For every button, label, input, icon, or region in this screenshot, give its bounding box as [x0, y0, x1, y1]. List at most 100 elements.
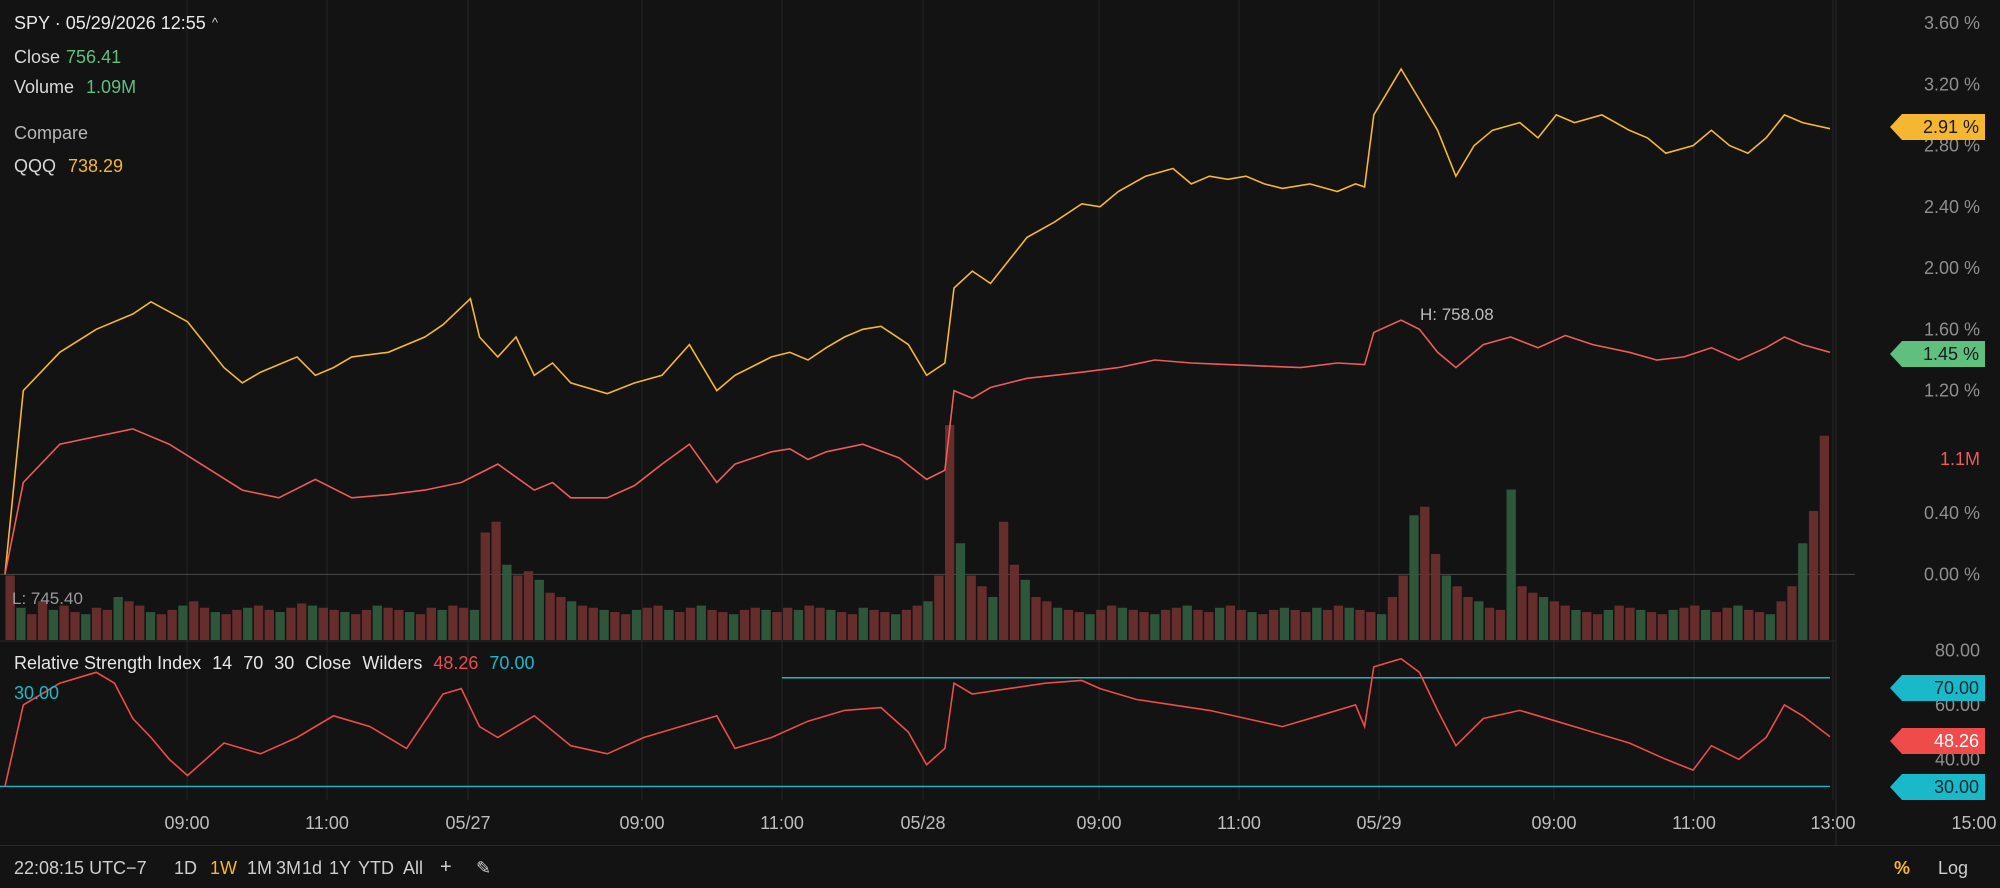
- volume-bar: [610, 612, 620, 640]
- volume-bar: [502, 564, 512, 640]
- volume-bar: [556, 597, 566, 640]
- volume-bar: [696, 605, 706, 640]
- qqq-value-tag: 2.91 %: [1890, 114, 1985, 140]
- volume-bar: [1528, 592, 1538, 640]
- volume-bar: [534, 579, 544, 640]
- volume-bar: [1765, 614, 1776, 640]
- volume-bar: [1139, 612, 1149, 640]
- y-tick-label: 2.00 %: [1924, 258, 1980, 278]
- volume-bar: [804, 605, 814, 640]
- volume-bar: [1420, 506, 1430, 640]
- chevron-up-icon[interactable]: ^: [211, 15, 218, 30]
- pencil-icon[interactable]: ✎: [476, 858, 492, 878]
- grid: [0, 0, 1855, 845]
- compare-readout[interactable]: QQQ 738.29: [14, 156, 123, 177]
- range-3m[interactable]: 3M: [276, 858, 302, 878]
- volume-bar: [361, 609, 372, 640]
- volume-bar: [16, 607, 26, 640]
- x-tick-label: 09:00: [1076, 813, 1121, 833]
- volume-bar: [1560, 605, 1570, 640]
- volume-bar: [783, 607, 793, 640]
- axes: 09:00 11:00 05/27 09:00 11:00 05/28 09:00 11:00…: [12, 13, 1997, 833]
- volume-bar: [1474, 601, 1484, 640]
- volume-bar: [826, 609, 836, 640]
- volume-bar: [891, 614, 901, 640]
- volume-bar: [621, 614, 631, 640]
- volume-bar: [739, 609, 750, 640]
- volume-bar: [858, 607, 868, 640]
- volume-bar: [1279, 607, 1290, 640]
- range-1d[interactable]: 1D: [174, 858, 198, 878]
- volume-bar: [1711, 612, 1722, 640]
- compare-value: 738.29: [68, 156, 124, 176]
- x-tick-label: 05/28: [900, 813, 945, 833]
- volume-bar: [523, 571, 534, 640]
- range-1d-interval[interactable]: 1d: [302, 858, 323, 878]
- volume-bar: [1506, 489, 1516, 640]
- rsi-source: Close: [305, 653, 352, 673]
- volume-bar: [1495, 609, 1506, 640]
- rsi-legend[interactable]: Relative Strength Index 14 70 30 Close W…: [14, 653, 540, 674]
- volume-bar: [1582, 612, 1592, 640]
- rsi-lower-value: 30.00: [14, 683, 60, 703]
- volume-bar: [901, 609, 912, 640]
- percent-toggle[interactable]: %: [1894, 858, 1911, 878]
- rsi-upper-tag-shape: [1890, 675, 1985, 701]
- volume-bar: [1409, 515, 1419, 640]
- volume-bar: [1668, 609, 1678, 640]
- close-value: 756.41: [66, 47, 122, 67]
- volume-bar: [1009, 564, 1020, 640]
- volume-bar: [1592, 614, 1603, 640]
- volume-bar: [232, 609, 242, 640]
- value-tags: 2.91 % 1.45 % 70.00 48.26 30.00: [1890, 114, 1985, 800]
- y-tick-label: 3.60 %: [1924, 13, 1980, 33]
- volume-bar: [480, 532, 490, 640]
- volume-bar: [1117, 607, 1128, 640]
- low-annotation: L: 745.40: [12, 589, 83, 608]
- series-line-qqq: [4, 67, 1831, 575]
- volume-bar: [1204, 612, 1214, 640]
- plus-icon[interactable]: +: [440, 856, 452, 878]
- volume-bar: [5, 575, 15, 640]
- symbol-header[interactable]: SPY · 05/29/2026 12:55 ^: [14, 13, 218, 34]
- volume-bar: [653, 605, 663, 640]
- volume-axis-label: 1.1M: [1940, 449, 1980, 469]
- x-tick-label: 13:00: [1810, 813, 1855, 833]
- volume-bar: [1171, 607, 1182, 640]
- range-1m[interactable]: 1M: [247, 858, 273, 878]
- volume-bar: [588, 607, 598, 640]
- range-1w[interactable]: 1W: [210, 858, 237, 878]
- volume-bar: [1106, 605, 1117, 640]
- volume-bar: [1322, 609, 1333, 640]
- volume-bar: [1679, 607, 1689, 640]
- volume-bar: [199, 607, 210, 640]
- volume-bar: [761, 609, 771, 640]
- rsi-tick-label: 80.00: [1935, 641, 1980, 661]
- range-all[interactable]: All: [403, 858, 424, 878]
- volume-bar: [1463, 597, 1473, 640]
- volume-bar: [1722, 607, 1732, 640]
- volume-bar: [113, 597, 123, 640]
- volume-bar: [286, 607, 296, 640]
- volume-bar: [1690, 605, 1700, 640]
- range-1y[interactable]: 1Y: [329, 858, 352, 878]
- y-tick-label: 1.20 %: [1924, 381, 1980, 401]
- volume-bar: [329, 609, 339, 640]
- rsi-lower-tag-shape: [1890, 774, 1985, 800]
- range-ytd[interactable]: YTD: [358, 858, 394, 878]
- volume-bar: [664, 609, 674, 640]
- volume-bar: [1517, 586, 1527, 640]
- volume-bar: [1614, 605, 1624, 640]
- y-tick-label: 1.60 %: [1924, 319, 1980, 339]
- volume-bar: [156, 614, 166, 640]
- volume-bar: [729, 614, 739, 640]
- rsi-panel: [0, 657, 1831, 788]
- volume-bar: [1700, 609, 1711, 640]
- volume-bar: [1355, 609, 1365, 640]
- spy-value-tag-shape: [1890, 341, 1985, 367]
- y-tick-label: 0.00 %: [1924, 564, 1980, 584]
- volume-bar: [394, 609, 404, 640]
- volume-bar: [707, 609, 717, 640]
- log-toggle[interactable]: Log: [1938, 858, 1969, 878]
